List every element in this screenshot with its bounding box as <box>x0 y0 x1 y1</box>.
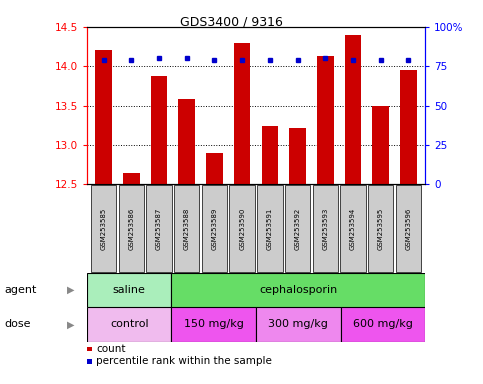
FancyBboxPatch shape <box>174 185 199 272</box>
Text: GSM253594: GSM253594 <box>350 207 356 250</box>
Text: GSM253592: GSM253592 <box>295 207 300 250</box>
Bar <box>123 172 140 184</box>
Text: percentile rank within the sample: percentile rank within the sample <box>97 356 272 366</box>
Text: GSM253586: GSM253586 <box>128 207 134 250</box>
FancyBboxPatch shape <box>313 185 338 272</box>
Text: GSM253590: GSM253590 <box>239 207 245 250</box>
Bar <box>372 106 389 184</box>
Bar <box>95 50 112 184</box>
Bar <box>234 43 251 184</box>
Text: ▶: ▶ <box>67 319 75 329</box>
Text: GSM253596: GSM253596 <box>405 207 412 250</box>
FancyBboxPatch shape <box>118 185 144 272</box>
Text: GSM253588: GSM253588 <box>184 207 190 250</box>
FancyBboxPatch shape <box>340 185 366 272</box>
Text: GSM253595: GSM253595 <box>378 207 384 250</box>
Text: GSM253593: GSM253593 <box>322 207 328 250</box>
Text: 600 mg/kg: 600 mg/kg <box>353 319 412 329</box>
Text: ▶: ▶ <box>67 285 75 295</box>
FancyBboxPatch shape <box>202 185 227 272</box>
FancyBboxPatch shape <box>87 307 171 342</box>
FancyBboxPatch shape <box>171 273 425 307</box>
Text: GSM253591: GSM253591 <box>267 207 273 250</box>
Text: 150 mg/kg: 150 mg/kg <box>184 319 243 329</box>
Text: control: control <box>110 319 148 329</box>
Text: 300 mg/kg: 300 mg/kg <box>269 319 328 329</box>
Text: GSM253585: GSM253585 <box>100 207 107 250</box>
Bar <box>206 153 223 184</box>
Bar <box>289 127 306 184</box>
Bar <box>261 126 278 184</box>
Text: GSM253589: GSM253589 <box>212 207 217 250</box>
Text: agent: agent <box>5 285 37 295</box>
Text: GSM253587: GSM253587 <box>156 207 162 250</box>
Text: GDS3400 / 9316: GDS3400 / 9316 <box>181 15 283 28</box>
Text: cephalosporin: cephalosporin <box>259 285 338 295</box>
Bar <box>178 99 195 184</box>
Bar <box>317 56 334 184</box>
FancyBboxPatch shape <box>146 185 172 272</box>
Text: count: count <box>97 344 126 354</box>
FancyBboxPatch shape <box>87 273 171 307</box>
Bar <box>151 76 167 184</box>
FancyBboxPatch shape <box>229 185 255 272</box>
Bar <box>345 35 361 184</box>
FancyBboxPatch shape <box>285 185 310 272</box>
FancyBboxPatch shape <box>368 185 394 272</box>
FancyBboxPatch shape <box>396 185 421 272</box>
Text: dose: dose <box>5 319 31 329</box>
FancyBboxPatch shape <box>91 185 116 272</box>
FancyBboxPatch shape <box>256 307 341 342</box>
FancyBboxPatch shape <box>171 307 256 342</box>
FancyBboxPatch shape <box>257 185 283 272</box>
Text: saline: saline <box>113 285 146 295</box>
Bar <box>400 70 417 184</box>
FancyBboxPatch shape <box>341 307 425 342</box>
